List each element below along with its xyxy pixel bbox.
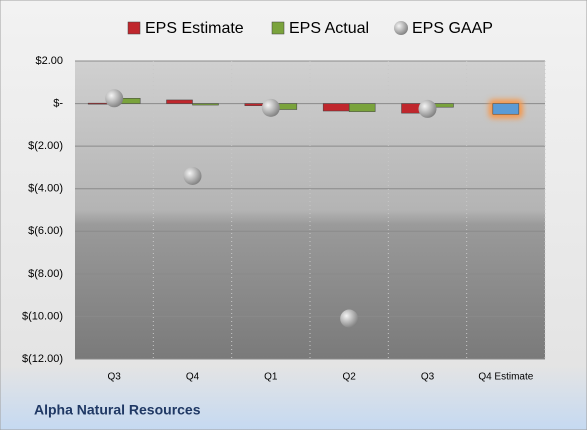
gaap-point xyxy=(340,309,359,328)
gaap-point xyxy=(261,98,280,117)
x-tick-label: Q3 xyxy=(107,372,121,383)
legend-label: EPS Estimate xyxy=(145,20,244,37)
x-tick-label: Q4 Estimate xyxy=(478,372,533,383)
legend-swatch xyxy=(271,21,285,35)
legend-swatch xyxy=(394,21,408,35)
legend-swatch xyxy=(127,21,141,35)
x-tick-label: Q4 xyxy=(186,372,200,383)
y-tick-label: $(2.00) xyxy=(28,140,63,152)
x-tick-label: Q2 xyxy=(342,372,356,383)
y-tick-label: $- xyxy=(53,97,63,109)
bar xyxy=(192,103,219,106)
bar xyxy=(166,99,193,104)
x-tick-label: Q1 xyxy=(264,372,278,383)
bar xyxy=(348,103,376,112)
x-tick-label: Q3 xyxy=(421,372,435,383)
y-tick-label: $(8.00) xyxy=(28,268,63,280)
chart-title: Alpha Natural Resources xyxy=(34,402,201,418)
bar xyxy=(322,103,350,112)
legend-label: EPS Actual xyxy=(289,20,369,37)
y-tick-label: $(4.00) xyxy=(28,183,63,195)
gaap-point xyxy=(418,99,437,118)
y-tick-label: $2.00 xyxy=(35,55,63,67)
y-tick-label: $(6.00) xyxy=(28,225,63,237)
y-tick-label: $(12.00) xyxy=(22,353,63,365)
gaap-point xyxy=(105,89,124,108)
gaap-point xyxy=(183,166,202,185)
bar xyxy=(492,103,520,115)
y-tick-label: $(10.00) xyxy=(22,310,63,322)
legend-label: EPS GAAP xyxy=(412,20,493,37)
